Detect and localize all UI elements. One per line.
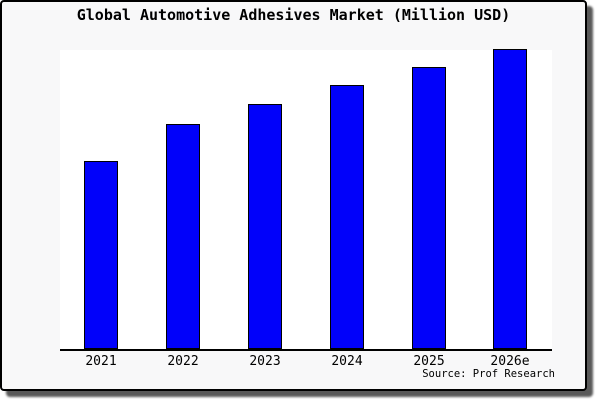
bar-2022 (166, 124, 200, 349)
source-credit: Source: Prof Research (422, 368, 555, 380)
bar-2021 (84, 161, 118, 349)
plot-area (60, 49, 552, 351)
chart-title: Global Automotive Adhesives Market (Mill… (76, 6, 511, 24)
bar-2024 (330, 85, 364, 349)
chart-card: Global Automotive Adhesives Market (Mill… (0, 0, 587, 391)
x-tick-label-2023: 2023 (249, 354, 281, 369)
x-tick-label-2021: 2021 (85, 354, 117, 369)
x-tick-label-2022: 2022 (167, 354, 199, 369)
bar-2025 (412, 67, 446, 349)
x-axis-labels: 2021 2022 2023 2024 2025 2026e (2, 354, 585, 370)
bar-2023 (248, 104, 282, 349)
x-tick-label-2024: 2024 (331, 354, 363, 369)
x-tick-label-2026e: 2026e (490, 354, 530, 369)
x-tick-label-2025: 2025 (413, 354, 445, 369)
bar-2026e (493, 49, 527, 349)
